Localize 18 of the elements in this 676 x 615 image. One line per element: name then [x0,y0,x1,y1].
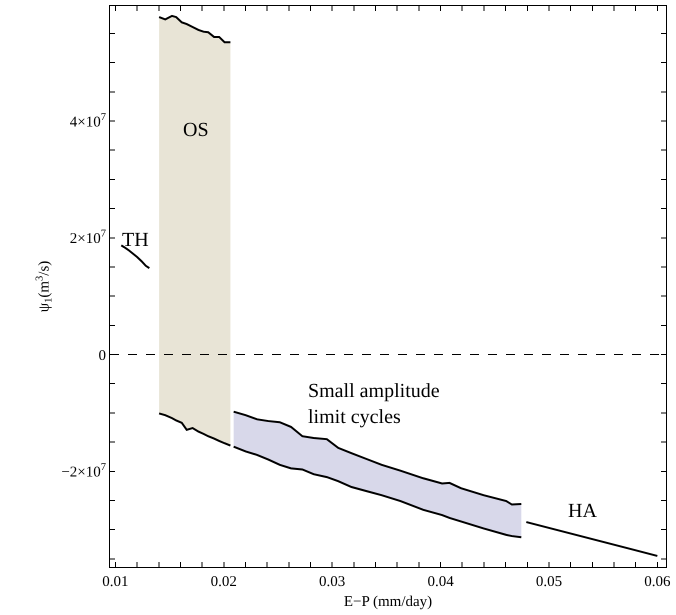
y-tick-label: 4×10$^{7}$ [70,112,106,130]
annotation: HA [568,500,598,522]
x-tick-label: 0.06 [644,574,671,590]
annotation: TH [122,229,149,251]
annotation: Small amplitude limit cycles [308,380,440,428]
x-tick-label: 0.05 [536,574,562,590]
x-tick-label: 0.01 [102,574,129,590]
line-series [120,244,150,270]
y-tick-label: −2×10$^{7}$ [61,462,106,481]
line-series [158,14,232,44]
y-tick-label: 2×10$^{7}$ [70,228,106,248]
line-series [232,410,522,506]
x-tick-label: 0.03 [319,574,346,590]
x-axis-title: E−P (mm/day) [344,594,432,610]
annotation: OS [183,119,209,141]
y-tick-label: 0 [98,348,106,364]
x-tick-label: 0.04 [427,574,454,590]
x-tick-label: 0.02 [210,574,237,590]
